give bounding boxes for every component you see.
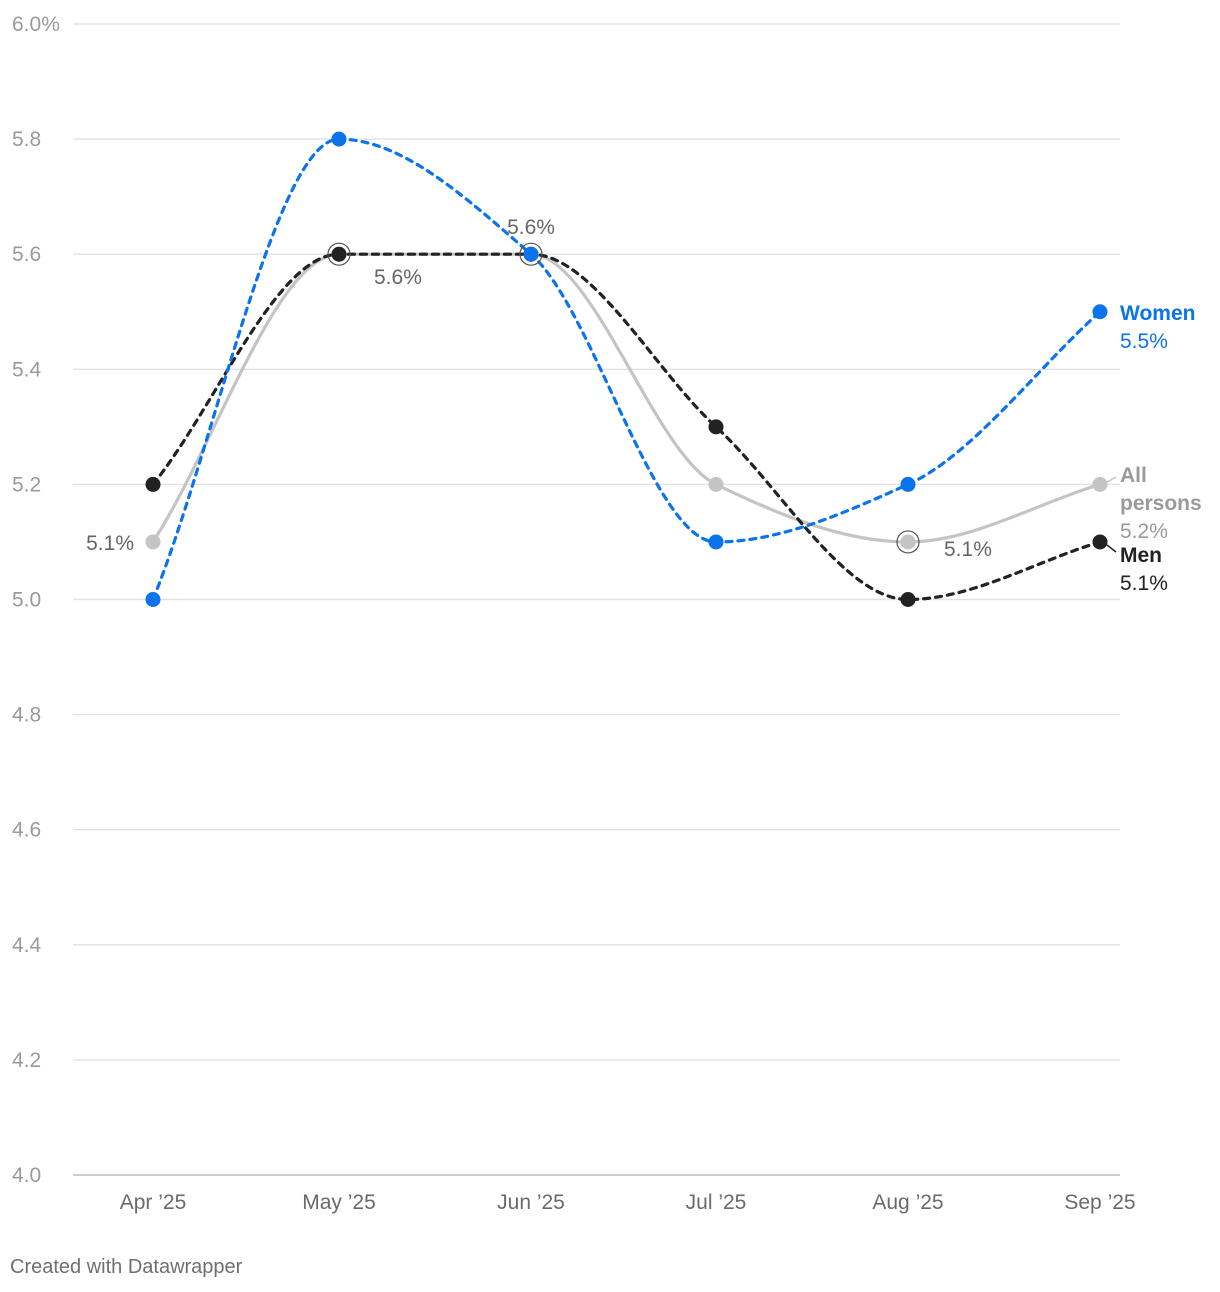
data-point-men [331, 246, 347, 262]
y-tick-label: 5.6 [12, 243, 41, 266]
end-label-value-men: 5.1% [1120, 572, 1168, 595]
data-point-women [1092, 304, 1108, 320]
y-tick-label: 5.2 [12, 473, 41, 496]
annotation-ring [327, 242, 351, 266]
x-tick-label: Aug ’25 [872, 1191, 943, 1214]
gridlines [73, 23, 1120, 1176]
annotation-label: 5.1% [86, 532, 134, 555]
data-point-women [331, 131, 347, 147]
end-label-name-men: Men [1120, 544, 1162, 567]
annotation-label: 5.6% [374, 266, 422, 289]
x-tick-label: Apr ’25 [120, 1191, 187, 1214]
y-tick-label: 5.0 [12, 589, 41, 612]
data-point-men [145, 476, 161, 492]
data-point-men [1092, 534, 1108, 550]
data-point-all [1092, 476, 1108, 492]
y-tick-label: 4.0 [12, 1164, 41, 1187]
series-line-all [151, 252, 1102, 544]
data-point-men [900, 592, 916, 607]
footer-credit: Created with Datawrapper [10, 1256, 243, 1278]
end-label-connector-men [1106, 544, 1117, 553]
end-label-name-women: Women [1120, 302, 1195, 325]
data-point-women [900, 476, 916, 492]
annotation-label: 5.1% [944, 538, 992, 561]
y-tick-label: 6.0% [12, 13, 60, 36]
y-tick-label: 4.6 [12, 819, 41, 842]
annotation-ring [519, 242, 543, 266]
data-point-women [145, 592, 161, 607]
x-tick-label: Jul ’25 [686, 1191, 747, 1214]
data-point-women [708, 534, 724, 550]
data-point-men [708, 419, 724, 435]
end-label-name-all: persons [1120, 492, 1202, 515]
end-label-connector-all [1106, 476, 1117, 483]
y-tick-label: 4.4 [12, 934, 42, 957]
x-tick-label: May ’25 [302, 1191, 376, 1214]
x-tick-label: Jun ’25 [497, 1191, 565, 1214]
y-tick-label: 5.8 [12, 128, 41, 151]
end-label-value-all: 5.2% [1120, 520, 1168, 543]
data-point-all [145, 534, 161, 550]
line-chart: 6.0% 5.8 5.6 5.4 5.2 5.0 4.8 4.6 4.4 4.2 4.0 Apr ’2… [12, 13, 1202, 1214]
y-tick-label: 5.4 [12, 358, 42, 381]
end-label-value-women: 5.5% [1120, 330, 1168, 353]
x-tick-label: Sep ’25 [1064, 1191, 1135, 1214]
annotation-ring [896, 530, 920, 554]
series-line-women [151, 137, 1102, 602]
series-line-men [151, 252, 1102, 602]
y-tick-label: 4.2 [12, 1049, 41, 1072]
end-label-name-all: All [1120, 464, 1147, 487]
annotation-label: 5.6% [507, 216, 555, 239]
data-point-all [708, 476, 724, 492]
y-tick-label: 4.8 [12, 704, 41, 727]
data-point-all [900, 534, 916, 550]
data-point-women [523, 246, 539, 262]
